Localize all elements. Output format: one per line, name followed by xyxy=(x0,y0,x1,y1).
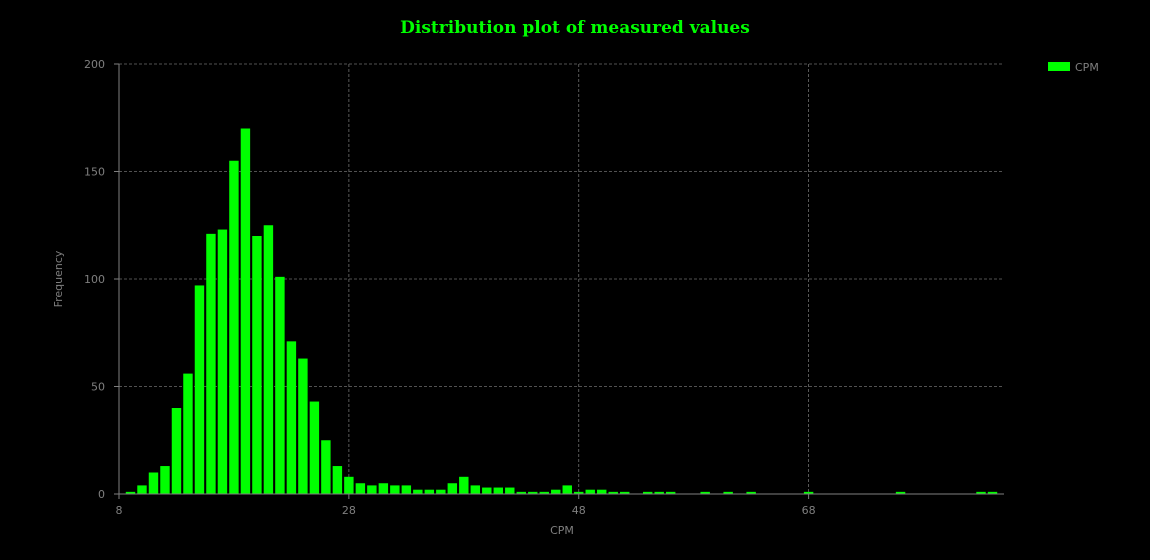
y-tick-label: 50 xyxy=(91,381,105,394)
histogram-bar xyxy=(378,483,389,494)
histogram-bar xyxy=(585,489,595,494)
histogram-bar xyxy=(286,341,297,494)
histogram-bar xyxy=(321,440,331,494)
histogram-bar xyxy=(413,489,423,494)
histogram-bar xyxy=(137,485,147,494)
histogram-bar xyxy=(401,485,412,494)
histogram-bar xyxy=(539,491,549,494)
histogram-bar xyxy=(447,483,458,494)
legend-swatch xyxy=(1048,62,1070,71)
y-tick-label: 100 xyxy=(84,273,105,286)
histogram-bar xyxy=(275,276,285,494)
histogram-bar xyxy=(459,476,469,494)
histogram-bar xyxy=(194,285,205,494)
histogram-bar xyxy=(367,485,377,494)
histogram-bar xyxy=(746,491,756,494)
x-tick-label: 8 xyxy=(116,504,123,517)
legend: CPM xyxy=(1048,61,1099,74)
histogram-bar xyxy=(620,491,630,494)
x-axis-label: CPM xyxy=(550,524,574,537)
histogram-bar xyxy=(987,491,998,494)
histogram-bar xyxy=(597,489,607,494)
x-tick-label: 48 xyxy=(572,504,586,517)
histogram-bar xyxy=(574,491,584,494)
histogram-bar xyxy=(229,160,239,494)
axes: 0 50 100 150 200 8 28 48 68 xyxy=(84,58,1004,517)
histogram-bar xyxy=(976,491,986,494)
histogram-bar xyxy=(528,491,538,494)
y-tick-label: 200 xyxy=(84,58,105,71)
histogram-bar xyxy=(436,489,446,494)
histogram-bar xyxy=(642,491,653,494)
histogram-bar xyxy=(516,491,526,494)
histogram-bar xyxy=(148,472,159,494)
histogram-bar xyxy=(551,489,561,494)
y-tick-label: 0 xyxy=(98,488,105,501)
histogram-bar xyxy=(332,466,343,494)
histogram-bar xyxy=(608,491,618,494)
histogram-bar xyxy=(171,408,182,494)
y-axis-label: Frequency xyxy=(52,250,65,307)
histogram-bar xyxy=(665,491,676,494)
histogram-bar xyxy=(700,491,710,494)
histogram-bar xyxy=(654,491,664,494)
histogram-bar xyxy=(309,401,320,494)
bars xyxy=(125,128,998,495)
histogram-bar xyxy=(125,491,136,494)
histogram-bar xyxy=(505,487,515,494)
x-tick-label: 68 xyxy=(802,504,816,517)
histogram-bar xyxy=(344,476,354,494)
y-tick-label: 150 xyxy=(84,166,105,179)
histogram-bar xyxy=(217,229,228,495)
histogram-bar xyxy=(723,491,733,494)
histogram-bar xyxy=(355,483,366,494)
histogram-bar xyxy=(803,491,814,494)
legend-label: CPM xyxy=(1075,61,1099,74)
histogram-bar xyxy=(493,487,503,494)
histogram-bar xyxy=(895,491,906,494)
histogram-bar xyxy=(390,485,400,494)
histogram-bar xyxy=(470,485,481,494)
histogram-bar xyxy=(298,358,308,494)
histogram-bar xyxy=(183,373,193,494)
histogram-bar xyxy=(424,489,435,494)
histogram-bar xyxy=(263,225,274,494)
histogram-bar xyxy=(206,233,216,494)
histogram-bar xyxy=(240,128,251,494)
chart-title: Distribution plot of measured values xyxy=(400,18,750,38)
x-tick-label: 28 xyxy=(342,504,356,517)
grid-lines xyxy=(119,63,1004,494)
histogram-bar xyxy=(482,487,492,494)
histogram-bar xyxy=(562,485,572,494)
histogram-bar xyxy=(252,236,262,494)
histogram-bar xyxy=(160,466,170,494)
